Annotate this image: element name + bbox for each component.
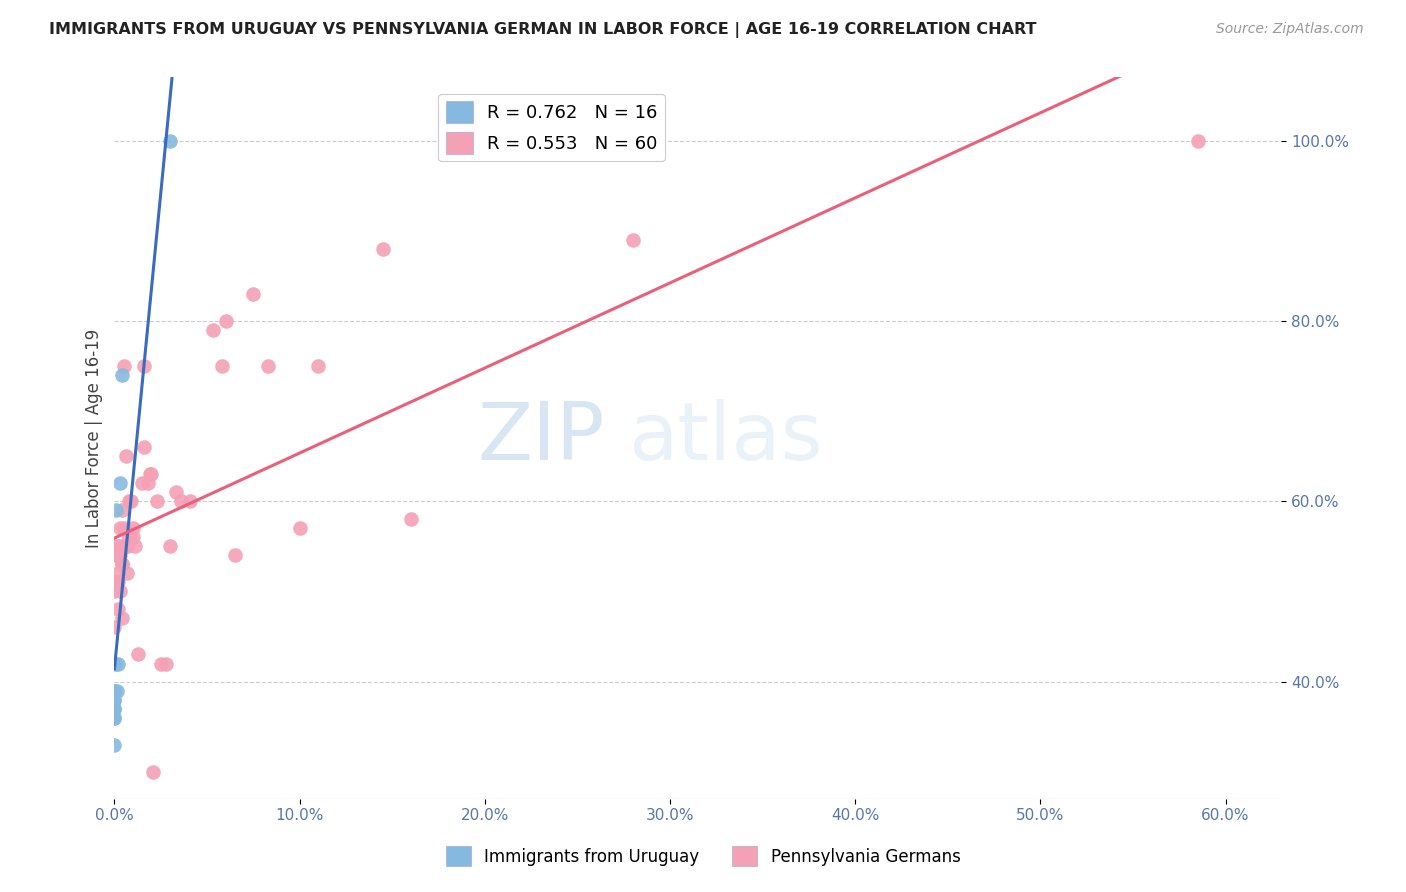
Point [108,539,131,553]
Legend: R = 0.762   N = 16, R = 0.553   N = 60: R = 0.762 N = 16, R = 0.553 N = 60 [439,94,665,161]
Point [103,683,125,698]
Point [214,314,236,328]
Text: atlas: atlas [627,399,823,477]
Point [122,521,145,535]
Point [138,467,160,482]
Point [399,512,422,526]
Point [242,286,264,301]
Point [307,359,329,373]
Text: IMMIGRANTS FROM URUGUAY VS PENNSYLVANIA GERMAN IN LABOR FORCE | AGE 16-19 CORREL: IMMIGRANTS FROM URUGUAY VS PENNSYLVANIA … [49,22,1036,38]
Point [103,549,125,563]
Point [107,575,129,590]
Point [149,657,172,671]
Text: Source: ZipAtlas.com: Source: ZipAtlas.com [1216,22,1364,37]
Point [118,494,141,508]
Point [105,575,128,590]
Point [107,549,129,563]
Point [621,233,644,247]
Point [107,539,129,553]
Point [103,692,125,706]
Point [371,242,394,256]
Point [288,521,311,535]
Point [103,620,125,634]
Point [201,323,224,337]
Point [103,584,125,599]
Point [103,738,125,752]
Point [179,494,201,508]
Point [132,359,155,373]
Point [105,539,128,553]
Point [111,611,134,625]
Point [136,476,159,491]
Point [105,683,128,698]
Point [159,539,181,553]
Point [117,566,139,581]
Point [155,657,177,671]
Point [103,683,125,698]
Point [112,359,135,373]
Point [107,566,129,581]
Point [159,134,181,148]
Legend: Immigrants from Uruguay, Pennsylvania Germans: Immigrants from Uruguay, Pennsylvania Ge… [439,839,967,873]
Point [124,539,146,553]
Point [112,539,135,553]
Point [107,657,129,671]
Point [257,359,280,373]
Point [111,558,134,572]
Point [114,449,136,463]
Point [103,710,125,724]
Point [111,368,134,382]
Point [108,584,131,599]
Point [1187,134,1209,148]
Point [132,440,155,454]
Point [103,710,125,724]
Point [108,476,131,491]
Point [112,521,135,535]
Point [120,494,142,508]
Text: ZIP: ZIP [477,399,605,477]
Point [103,701,125,715]
Point [103,692,125,706]
Point [111,558,134,572]
Point [146,494,169,508]
Point [108,549,131,563]
Point [211,359,233,373]
Y-axis label: In Labor Force | Age 16-19: In Labor Force | Age 16-19 [86,328,103,548]
Point [107,602,129,616]
Point [118,530,141,544]
Point [108,539,131,553]
Point [105,503,128,517]
Point [131,476,153,491]
Point [122,530,145,544]
Point [111,503,134,517]
Point [104,657,127,671]
Point [127,648,149,662]
Point [142,764,165,779]
Point [117,539,139,553]
Point [141,467,163,482]
Point [224,549,246,563]
Point [103,701,125,715]
Point [114,539,136,553]
Point [170,494,193,508]
Point [114,539,136,553]
Point [165,485,187,500]
Point [108,521,131,535]
